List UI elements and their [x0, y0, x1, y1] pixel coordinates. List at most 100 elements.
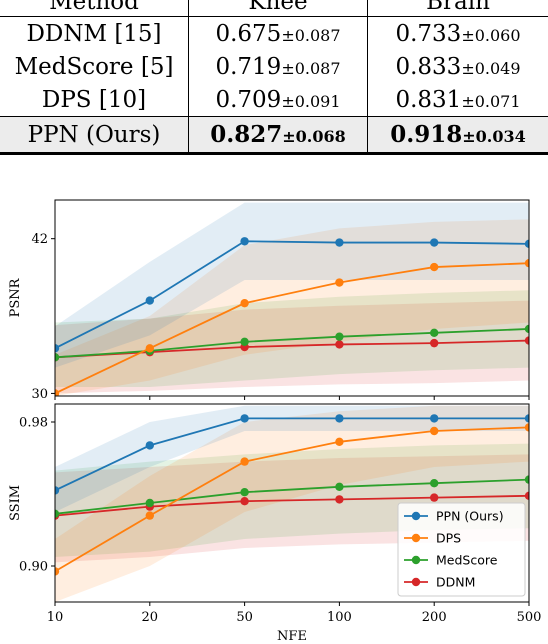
knee-cell: 0.827±0.068: [188, 116, 368, 155]
knee-std: ±0.087: [281, 25, 341, 45]
data-point-medscore: [524, 475, 529, 484]
data-point-dps: [240, 457, 249, 466]
brain-mean: 0.918: [390, 121, 463, 148]
table-header-row: Method Knee Brain: [0, 0, 548, 17]
data-point-ppn-ours: [335, 414, 344, 423]
data-point-ddnm: [335, 340, 344, 349]
band-dps: [55, 219, 529, 396]
band-dps: [55, 405, 529, 602]
x-tick-label: 200: [422, 610, 447, 625]
data-point-ppn-ours: [145, 296, 154, 305]
y-tick-label: 42: [31, 232, 48, 247]
y-axis-label: SSIM: [8, 485, 23, 521]
data-point-medscore: [430, 479, 439, 488]
brain-cell: 0.833±0.049: [368, 50, 548, 83]
y-axis-label: PSNR: [8, 277, 23, 317]
data-point-dps: [240, 298, 249, 308]
series-line-ppn-ours: [55, 240, 529, 350]
legend-swatch-marker: [411, 511, 421, 521]
x-tick-label: 20: [142, 610, 159, 625]
data-point-medscore: [55, 353, 60, 362]
data-point-ppn-ours: [145, 441, 154, 450]
data-point-ppn-ours: [430, 238, 439, 247]
brain-std: ±0.071: [461, 91, 521, 111]
data-point-ddnm: [524, 491, 529, 500]
data-point-dps: [524, 258, 529, 268]
data-point-ddnm: [240, 497, 249, 506]
brain-cell: 0.733±0.060: [368, 17, 548, 51]
series-line-ppn-ours: [55, 417, 529, 492]
y-tick-label: 0.98: [19, 416, 48, 431]
data-point-medscore: [430, 328, 439, 338]
results-table: Method Knee Brain DDNM [15] 0.675±0.087 …: [0, 0, 548, 155]
data-point-ddnm: [430, 338, 439, 348]
y-tick-label: 30: [31, 387, 48, 402]
legend: PPN (Ours) DPS MedScore DDNM: [397, 502, 526, 597]
legend-label: DDNM: [436, 575, 475, 590]
series-line-ddnm: [55, 339, 529, 359]
x-axis-label: NFE: [277, 629, 307, 644]
axes-frame: [54, 403, 530, 603]
data-point-dps: [524, 423, 529, 432]
axes-frame: [54, 199, 530, 397]
table-row: DPS [10] 0.709±0.091 0.831±0.071: [0, 83, 548, 117]
band-ddnm: [55, 300, 529, 394]
legend-label: MedScore: [436, 553, 498, 568]
data-point-ppn-ours: [335, 238, 344, 247]
ssim-panel: 0.98 0.90 10 20 50 100 200 500 SSIM NFE PPN (Ours)…: [8, 403, 542, 644]
data-point-medscore: [240, 337, 249, 347]
data-point-ddnm: [335, 495, 344, 504]
header-method: Method: [0, 0, 189, 17]
data-point-dps: [145, 511, 154, 520]
knee-std: ±0.091: [281, 91, 341, 111]
brain-std: ±0.060: [461, 25, 521, 45]
knee-cell: 0.709±0.091: [188, 83, 368, 117]
data-point-dps: [55, 567, 60, 576]
knee-std: ±0.068: [282, 127, 346, 146]
method-cell: MedScore [5]: [0, 50, 189, 83]
y-tick-label: 0.90: [19, 560, 48, 575]
table-row: DDNM [15] 0.675±0.087 0.733±0.060: [0, 16, 548, 51]
data-point-ppn-ours: [524, 239, 529, 249]
x-tick-label: 500: [517, 610, 542, 625]
header-knee: Knee: [188, 0, 368, 17]
legend-swatch-marker: [411, 533, 421, 543]
plot-area: [55, 202, 529, 396]
band-ppn-ours-: [55, 405, 529, 512]
series-line-ddnm: [55, 494, 529, 517]
brain-mean: 0.733: [395, 20, 462, 47]
legend-label: DPS: [436, 531, 461, 546]
data-point-ppn-ours: [240, 414, 249, 423]
knee-mean: 0.675: [215, 20, 282, 47]
table-row-ours: PPN (Ours) 0.827±0.068 0.918±0.034: [0, 116, 548, 155]
knee-mean: 0.827: [210, 121, 283, 148]
data-point-dps: [430, 426, 439, 436]
data-point-medscore: [524, 324, 529, 334]
series-line-dps: [55, 262, 529, 395]
data-point-dps: [430, 262, 439, 272]
data-point-dps: [55, 389, 60, 396]
data-point-ddnm: [524, 336, 529, 345]
band-ppn-ours-: [55, 202, 529, 368]
data-point-dps: [335, 278, 344, 287]
data-point-medscore: [335, 332, 344, 341]
table-row: MedScore [5] 0.719±0.087 0.833±0.049: [0, 50, 548, 83]
series-line-dps: [55, 426, 529, 573]
legend-swatch-marker: [411, 555, 421, 565]
brain-std: ±0.034: [462, 127, 526, 146]
data-point-ppn-ours: [55, 486, 60, 495]
legend-label: PPN (Ours): [436, 509, 504, 524]
data-point-ppn-ours: [430, 414, 439, 423]
data-point-medscore: [240, 488, 249, 497]
data-point-ppn-ours: [240, 237, 249, 246]
method-cell: PPN (Ours): [0, 116, 189, 155]
knee-mean: 0.709: [215, 86, 282, 113]
brain-mean: 0.833: [395, 53, 462, 80]
header-brain: Brain: [367, 0, 548, 17]
knee-mean: 0.719: [215, 53, 282, 80]
data-point-medscore: [145, 498, 154, 508]
method-cell: DDNM [15]: [0, 16, 189, 50]
knee-cell: 0.675±0.087: [188, 16, 368, 50]
x-tick-label: 100: [327, 610, 352, 625]
